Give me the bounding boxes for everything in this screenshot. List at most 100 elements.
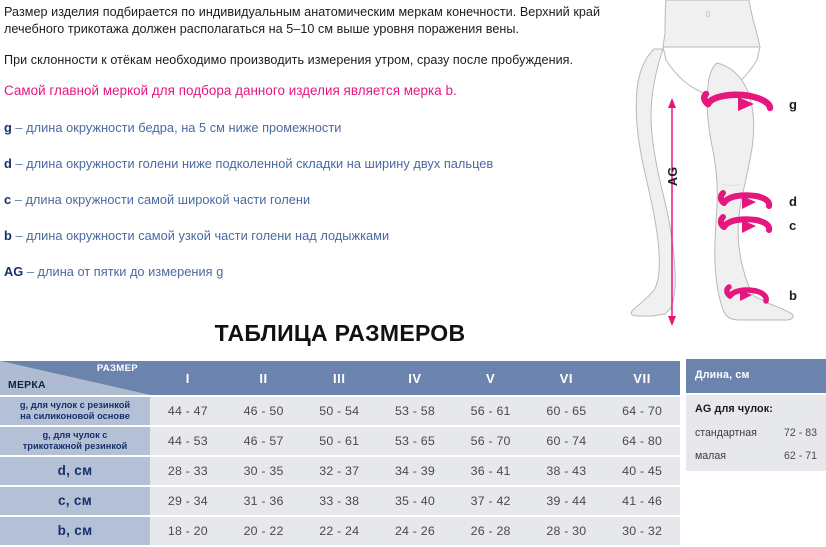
cell-r1-c3: 50 - 61 [301,427,378,455]
size-table-header-row: РАЗМЕР МЕРКА I II III IV V VI VII [0,361,680,395]
cell-r2-c5: 36 - 41 [452,457,529,485]
length-panel-body: AG для чулок: стандартная 72 - 83 малая … [686,395,826,471]
key-text-b: длина окружности самой узкой части голен… [26,227,390,243]
cell-r1-c6: 60 - 74 [528,427,605,455]
key-letter-b: b [4,227,12,243]
cell-r0-c2: 46 - 50 [225,397,302,425]
cell-r4-c1: 18 - 20 [150,517,226,545]
size-table-title: ТАБЛИЦА РАЗМЕРОВ [214,320,466,346]
column-header-7: VII [604,361,680,395]
cell-r0-c7: 64 - 70 [604,397,680,425]
table-row: b, см 18 - 20 20 - 22 22 - 24 24 - 26 26… [0,517,680,545]
cell-r1-c4: 53 - 65 [377,427,453,455]
key-dash-c: – [14,191,22,207]
cell-r3-c4: 35 - 40 [377,487,453,515]
key-letter-d: d [4,155,12,171]
row-label-line-2: на силиконовой основе [20,411,130,421]
measurement-key-list: g – длина окружности бедра, на 5 см ниже… [4,120,612,280]
intro-paragraph-2: При склонности к отёкам необходимо произ… [4,52,574,67]
description-column: Размер изделия подбирается по индивидуал… [0,0,612,300]
key-dash-ag: – [26,263,34,279]
measurement-key-b: b – длина окружности самой узкой части г… [4,228,612,244]
key-dash-g: – [15,119,23,135]
cell-r3-c7: 41 - 46 [604,487,680,515]
cell-r0-c5: 56 - 61 [452,397,529,425]
key-text-ag: длина от пятки до измерения g [37,263,224,279]
highlight-note: Самой главной меркой для подбора данного… [4,83,457,99]
row-label-line-1: g, для чулок с резинкой [19,399,131,410]
size-table: РАЗМЕР МЕРКА I II III IV V VI VII g, для… [0,359,680,547]
cell-r2-c1: 28 - 33 [150,457,226,485]
column-header-2: II [225,361,302,395]
cell-r3-c3: 33 - 38 [301,487,378,515]
length-row-standard-value: 72 - 83 [784,427,817,439]
table-row: g, для чулок с резинкой на силиконовой о… [0,397,680,425]
cell-r0-c3: 50 - 54 [301,397,378,425]
arrow-c [717,214,773,233]
cell-r0-c6: 60 - 65 [528,397,605,425]
key-dash-b: – [15,227,23,243]
column-header-6: VI [528,361,605,395]
key-text-g: длина окружности бедра, на 5 см ниже про… [26,119,342,135]
length-row-small: малая 62 - 71 [695,450,817,462]
cell-r4-c4: 24 - 26 [377,517,453,545]
corner-diagonal-divider [0,361,150,395]
measurement-key-d: d – длина окружности голени ниже подколе… [4,156,612,172]
key-text-c: длина окружности самой широкой части гол… [25,191,311,207]
key-letter-ag: AG [4,263,24,279]
length-panel-title: AG для чулок: [695,403,773,415]
length-row-standard: стандартная 72 - 83 [695,427,817,439]
cell-r2-c6: 38 - 43 [528,457,605,485]
ag-measure-label: AG [666,166,680,186]
table-row: g, для чулок с трикотажной резинкой 44 -… [0,427,680,455]
leg-figure-svg [630,0,794,326]
table-row: c, см 29 - 34 31 - 36 33 - 38 35 - 40 37… [0,487,680,515]
row-label-g-silicone: g, для чулок с резинкой на силиконовой о… [0,397,150,425]
measurement-key-g: g – длина окружности бедра, на 5 см ниже… [4,120,612,136]
body-silhouette [630,0,794,321]
column-header-4: IV [377,361,453,395]
length-row-small-name: малая [695,450,726,462]
length-panel: Длина, см AG для чулок: стандартная 72 -… [686,359,826,471]
cell-r2-c4: 34 - 39 [377,457,453,485]
corner-size-label: РАЗМЕР [96,363,138,374]
arrow-label-c: c [789,218,797,233]
cell-r4-c3: 22 - 24 [301,517,378,545]
cell-r0-c1: 44 - 47 [150,397,226,425]
arrow-g [701,90,774,112]
row-label-line-1: g, для чулок с [42,429,108,440]
length-panel-header: Длина, см [686,359,826,393]
length-row-standard-name: стандартная [695,427,757,439]
arrow-label-d: d [789,194,797,209]
row-label-line-2: трикотажной резинкой [22,441,128,451]
leg-measurement-diagram [620,0,826,348]
cell-r1-c5: 56 - 70 [452,427,529,455]
cell-r3-c1: 29 - 34 [150,487,226,515]
cell-r1-c2: 46 - 57 [225,427,302,455]
column-header-1: I [150,361,226,395]
cell-r3-c2: 31 - 36 [225,487,302,515]
cell-r2-c2: 30 - 35 [225,457,302,485]
column-header-5: V [452,361,529,395]
cell-r4-c2: 20 - 22 [225,517,302,545]
row-label-b: b, см [0,517,150,545]
ag-dimension-line [668,98,676,326]
cell-r0-c4: 53 - 58 [377,397,453,425]
size-table-body: g, для чулок с резинкой на силиконовой о… [0,397,680,545]
arrow-label-b: b [789,288,797,303]
corner-measure-label: МЕРКА [8,380,46,391]
key-dash-d: – [15,155,23,171]
key-letter-c: c [4,191,12,207]
arrow-d [717,190,773,209]
size-table-head: РАЗМЕР МЕРКА I II III IV V VI VII [0,361,680,395]
intro-paragraph-1: Размер изделия подбирается по индивидуал… [4,5,601,37]
arrow-b [724,284,769,304]
cell-r2-c3: 32 - 37 [301,457,378,485]
cell-r4-c7: 30 - 32 [604,517,680,545]
cell-r2-c7: 40 - 45 [604,457,680,485]
key-letter-g: g [4,119,12,135]
cell-r1-c1: 44 - 53 [150,427,226,455]
cell-r4-c6: 28 - 30 [528,517,605,545]
measurement-key-ag: AG – длина от пятки до измерения g [4,264,612,280]
cell-r1-c7: 64 - 80 [604,427,680,455]
